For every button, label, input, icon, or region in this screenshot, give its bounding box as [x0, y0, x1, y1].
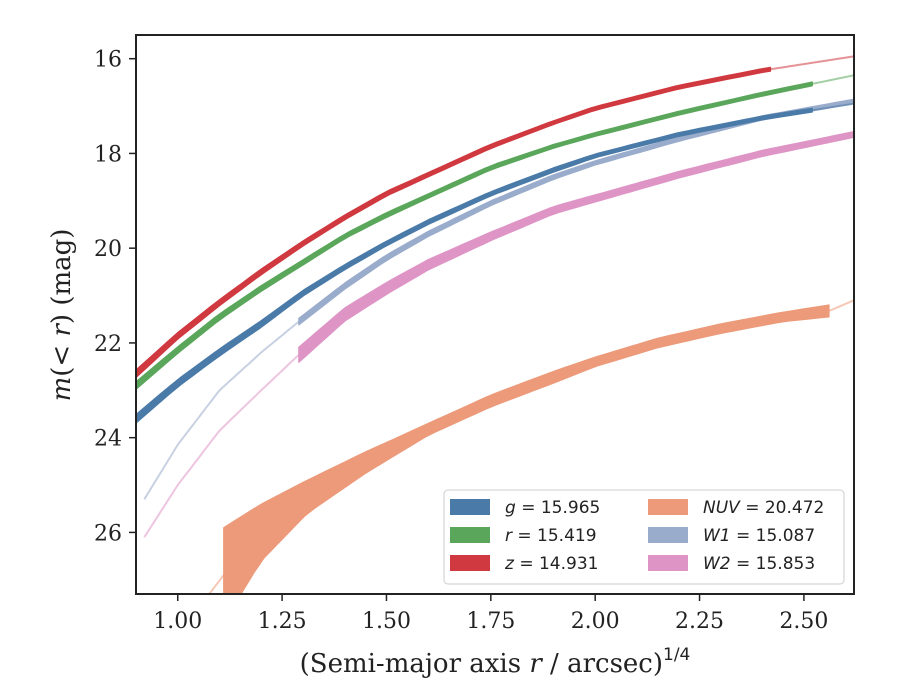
legend-label-nuv: NUV = 20.472: [703, 498, 824, 518]
g-curve: [136, 107, 813, 424]
y-axis-title: m(< r) (mag): [47, 229, 77, 402]
x-tick-label: 2.50: [779, 609, 828, 634]
w2-extrapolation-left: [143, 354, 300, 538]
y-tick-label: 24: [94, 427, 122, 452]
y-axis: 16 18 20 22 24 26: [94, 48, 136, 546]
x-tick-label: 1.00: [153, 609, 202, 634]
legend-swatch-w2: [648, 555, 688, 571]
y-tick-label: 20: [94, 237, 122, 262]
nuv-extrapolation-right: [828, 299, 854, 312]
x-tick-label: 1.25: [258, 609, 307, 634]
x-axis: 1.00 1.25 1.50 1.75 2.00 2.25 2.50: [153, 594, 828, 634]
legend: g = 15.965 NUV = 20.472 r = 15.419 W1 = 15.…: [443, 489, 845, 585]
legend-label-g: g = 15.965: [505, 498, 600, 518]
z-curve: [136, 66, 772, 379]
x-axis-title: (Semi-major axis r / arcsec)1/4: [300, 645, 691, 679]
legend-swatch-r: [450, 527, 490, 543]
w1-curve: [298, 98, 854, 326]
plot-frame: [135, 34, 855, 595]
x-tick-label: 1.75: [466, 609, 515, 634]
g-extrapolation-right: [812, 102, 854, 112]
legend-swatch-w1: [648, 527, 688, 543]
nuv-curve: [223, 304, 830, 594]
legend-box: [443, 489, 845, 585]
nuv-extrapolation-left: [208, 574, 225, 594]
x-tick-label: 2.25: [675, 609, 724, 634]
legend-swatch-nuv: [648, 499, 688, 515]
y-tick-label: 26: [94, 521, 122, 546]
r-curve: [136, 81, 813, 390]
w1-extrapolation-left: [143, 320, 300, 500]
legend-label-w1: W1 = 15.087: [703, 526, 815, 546]
z-extrapolation-right: [770, 55, 854, 71]
y-tick-label: 22: [94, 332, 122, 357]
legend-swatch-z: [450, 555, 490, 571]
legend-swatch-g: [450, 499, 490, 515]
plot-area: [136, 55, 854, 594]
y-tick-label: 16: [94, 48, 122, 73]
x-tick-label: 1.50: [362, 609, 411, 634]
r-extrapolation-right: [812, 74, 854, 85]
legend-label-z: z = 14.931: [504, 554, 598, 574]
legend-label-r: r = 15.419: [505, 526, 597, 546]
y-tick-label: 18: [94, 142, 122, 167]
x-tick-label: 2.00: [571, 609, 620, 634]
legend-label-w2: W2 = 15.853: [703, 554, 815, 574]
w2-curve: [298, 131, 854, 363]
